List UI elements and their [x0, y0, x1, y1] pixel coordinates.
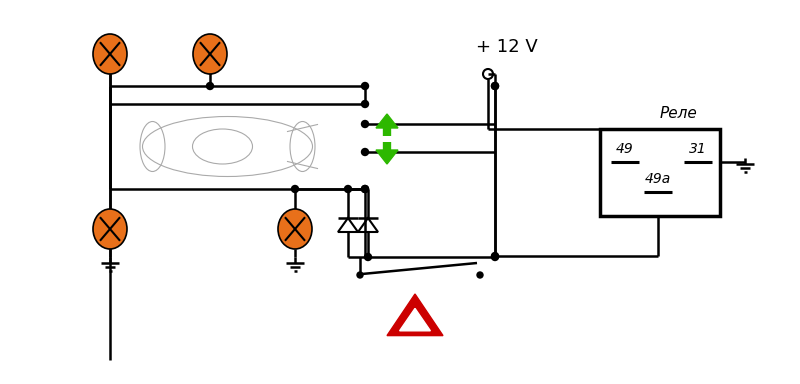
- Polygon shape: [400, 308, 430, 331]
- Text: Реле: Реле: [659, 106, 697, 121]
- Text: + 12 V: + 12 V: [476, 38, 538, 56]
- Circle shape: [491, 83, 498, 89]
- Circle shape: [357, 272, 363, 278]
- Ellipse shape: [93, 34, 127, 74]
- Circle shape: [491, 253, 498, 260]
- Ellipse shape: [93, 209, 127, 249]
- Text: 31: 31: [689, 142, 707, 156]
- Circle shape: [362, 83, 369, 89]
- Circle shape: [362, 101, 369, 108]
- Polygon shape: [376, 114, 398, 128]
- Circle shape: [206, 83, 214, 89]
- Circle shape: [477, 272, 483, 278]
- Bar: [600, 129, 720, 216]
- Text: 49a: 49a: [645, 172, 670, 185]
- Circle shape: [491, 253, 498, 260]
- Circle shape: [345, 185, 351, 192]
- Circle shape: [362, 149, 369, 156]
- Ellipse shape: [278, 209, 312, 249]
- Circle shape: [362, 185, 369, 192]
- Circle shape: [362, 185, 369, 192]
- Circle shape: [291, 185, 298, 192]
- Circle shape: [491, 83, 498, 89]
- Polygon shape: [376, 150, 398, 164]
- Circle shape: [365, 253, 371, 260]
- Polygon shape: [387, 294, 443, 336]
- Text: 49: 49: [616, 142, 634, 156]
- Circle shape: [362, 121, 369, 127]
- Ellipse shape: [193, 34, 227, 74]
